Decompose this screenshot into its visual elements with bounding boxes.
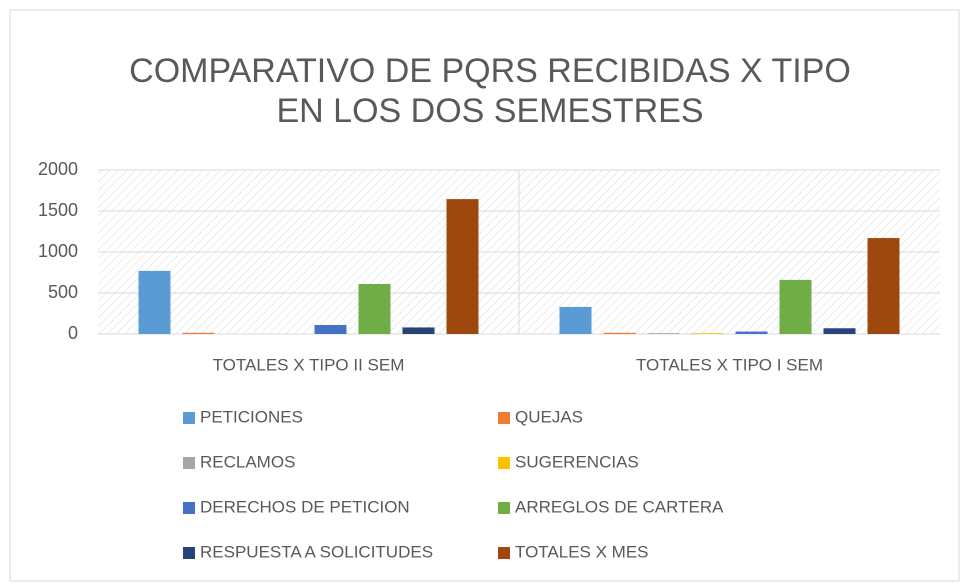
- y-tick-label: 2000: [38, 159, 78, 179]
- y-tick-label: 0: [68, 323, 78, 343]
- bar: [603, 332, 636, 334]
- legend-label: QUEJAS: [515, 407, 583, 426]
- legend-label: ARREGLOS DE CARTERA: [515, 497, 724, 516]
- bar: [182, 332, 215, 334]
- bar: [779, 279, 812, 334]
- chart-title: COMPARATIVO DE PQRS RECIBIDAS X TIPO: [129, 52, 851, 90]
- legend-swatch: [183, 412, 195, 424]
- legend-swatch: [498, 457, 510, 469]
- legend-label: RECLAMOS: [200, 452, 295, 471]
- legend-label: RESPUESTA A SOLICITUDES: [200, 542, 433, 561]
- y-tick-label: 1000: [38, 241, 78, 261]
- bar: [867, 238, 900, 334]
- chart-title: EN LOS DOS SEMESTRES: [277, 92, 704, 130]
- legend-swatch: [498, 502, 510, 514]
- legend-label: TOTALES X MES: [515, 542, 649, 561]
- legend-label: SUGERENCIAS: [515, 452, 639, 471]
- bar: [358, 283, 391, 334]
- legend-swatch: [498, 412, 510, 424]
- legend-label: DERECHOS DE PETICION: [200, 497, 410, 516]
- bar: [735, 331, 768, 334]
- bar: [446, 199, 479, 334]
- legend-swatch: [183, 457, 195, 469]
- bar: [647, 333, 680, 334]
- x-tick-label: TOTALES X TIPO I SEM: [636, 355, 823, 374]
- bar: [138, 270, 171, 334]
- legend-label: PETICIONES: [200, 407, 303, 426]
- y-tick-label: 500: [48, 282, 78, 302]
- bar: [314, 324, 347, 334]
- legend-swatch: [183, 547, 195, 559]
- legend-swatch: [183, 502, 195, 514]
- bar: [691, 333, 724, 334]
- bar: [402, 327, 435, 334]
- legend-swatch: [498, 547, 510, 559]
- bar: [823, 328, 856, 334]
- y-tick-label: 1500: [38, 200, 78, 220]
- x-tick-label: TOTALES X TIPO II SEM: [213, 355, 405, 374]
- bar: [559, 306, 592, 334]
